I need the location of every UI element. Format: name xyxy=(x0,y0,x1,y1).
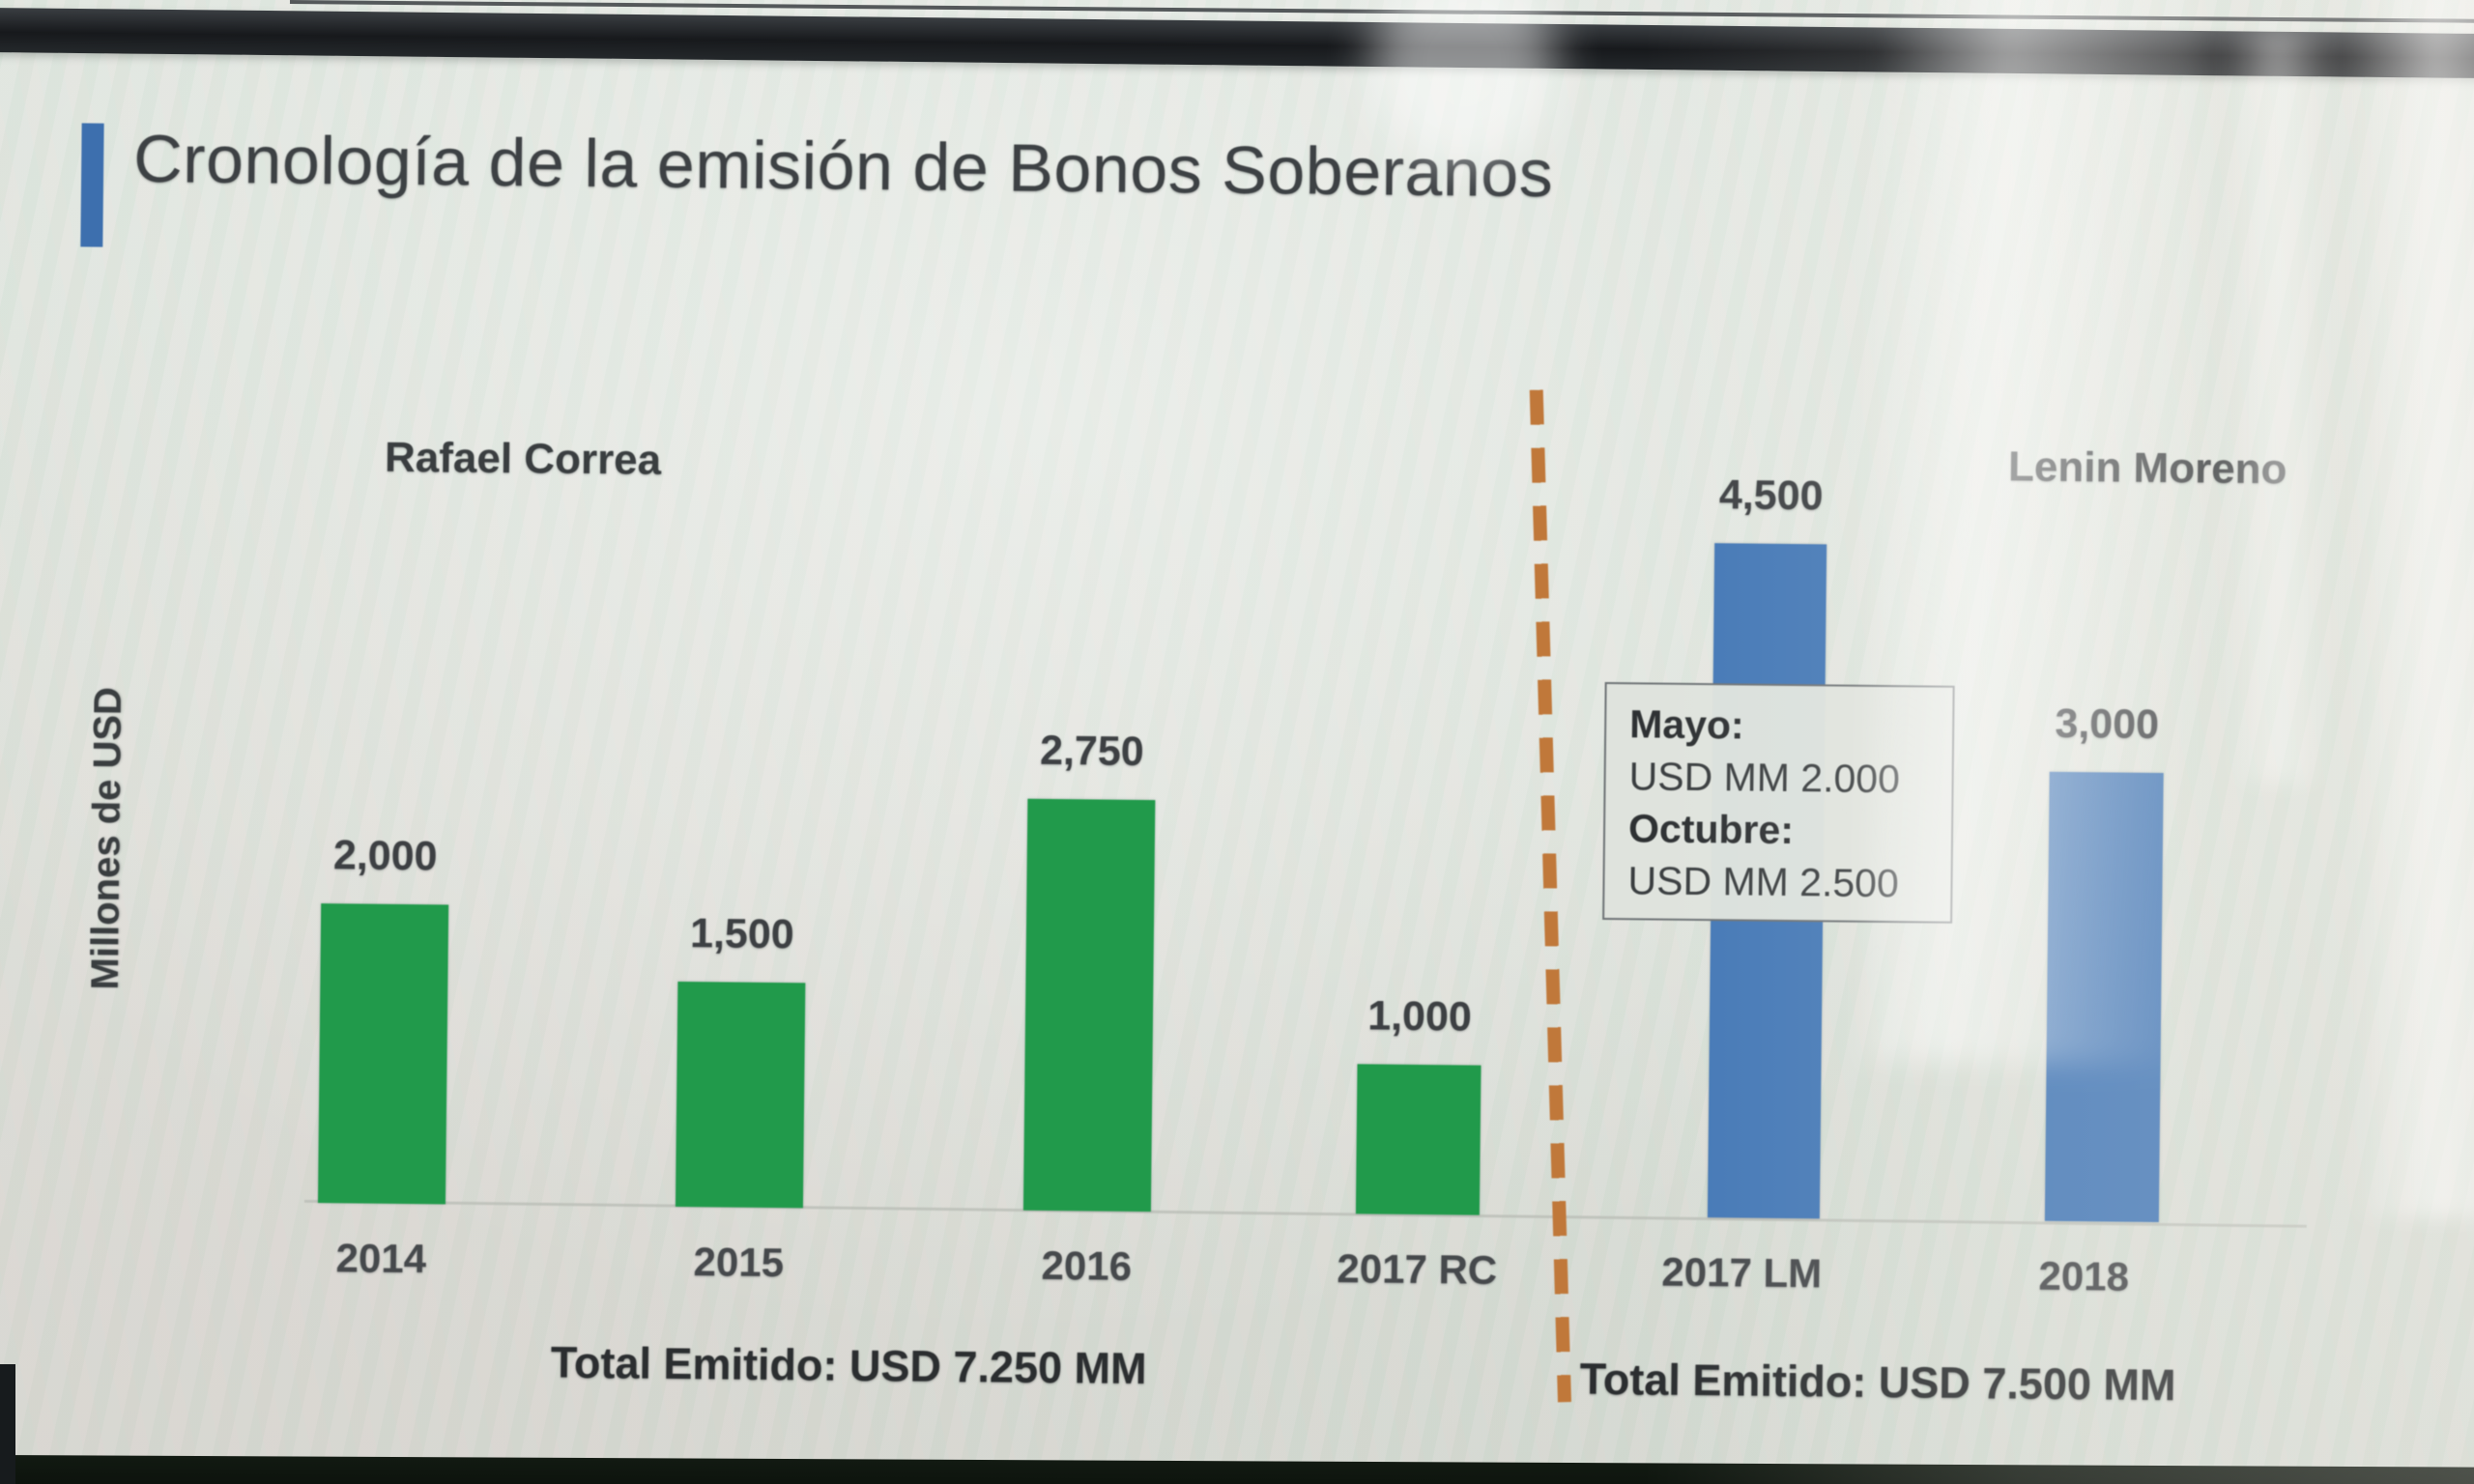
x-tick-2017-rc: 2017 RC xyxy=(1337,1245,1498,1293)
x-tick-2018: 2018 xyxy=(2038,1252,2130,1299)
era-separator-dashed-line xyxy=(1529,389,1571,1403)
bar-value-label-2017-lm: 4,500 xyxy=(1718,471,1824,520)
callout-box: Mayo: USD MM 2.000 Octubre: USD MM 2.500 xyxy=(1602,681,1955,924)
bar-value-label-2018: 3,000 xyxy=(2055,699,2160,748)
total-emitido-moreno: Total Emitido: USD 7.500 MM xyxy=(1579,1354,2176,1411)
bar-2016 xyxy=(1022,798,1156,1213)
x-tick-2016: 2016 xyxy=(1041,1241,1133,1289)
x-tick-2015: 2015 xyxy=(693,1239,785,1286)
screen-bezel-left xyxy=(0,1364,15,1484)
bar-2014 xyxy=(317,903,449,1205)
callout-mayo-label: Mayo: xyxy=(1628,701,1744,748)
total-emitido-correa: Total Emitido: USD 7.250 MM xyxy=(550,1337,1147,1394)
callout-mayo-value: USD MM 2.000 xyxy=(1628,754,1901,802)
bar-2018 xyxy=(2044,771,2164,1223)
x-tick-2017-lm: 2017 LM xyxy=(1661,1248,1823,1297)
x-tick-2014: 2014 xyxy=(335,1235,427,1282)
bar-value-label-2016: 2,750 xyxy=(1039,727,1144,775)
bar-2015 xyxy=(675,981,806,1209)
callout-octubre-value: USD MM 2.500 xyxy=(1627,858,1900,906)
y-axis-label: Millones de USD xyxy=(83,686,130,990)
callout-octubre-label: Octubre: xyxy=(1627,806,1795,853)
bar-2017-rc xyxy=(1355,1064,1482,1215)
page-title: Cronología de la emisión de Bonos Sobera… xyxy=(132,121,1554,212)
x-axis-baseline xyxy=(303,1199,2307,1228)
title-accent-bar xyxy=(80,123,104,247)
bar-value-label-2014: 2,000 xyxy=(332,832,438,880)
era-label-lenin-moreno: Lenin Moreno xyxy=(2007,442,2287,494)
era-label-rafael-correa: Rafael Correa xyxy=(384,433,662,484)
bar-value-label-2017-rc: 1,000 xyxy=(1366,992,1473,1041)
bar-value-label-2015: 1,500 xyxy=(689,910,794,958)
